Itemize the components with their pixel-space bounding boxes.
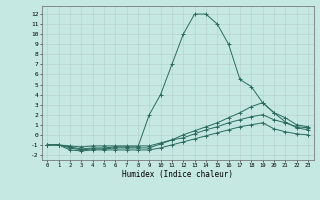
- X-axis label: Humidex (Indice chaleur): Humidex (Indice chaleur): [122, 170, 233, 179]
